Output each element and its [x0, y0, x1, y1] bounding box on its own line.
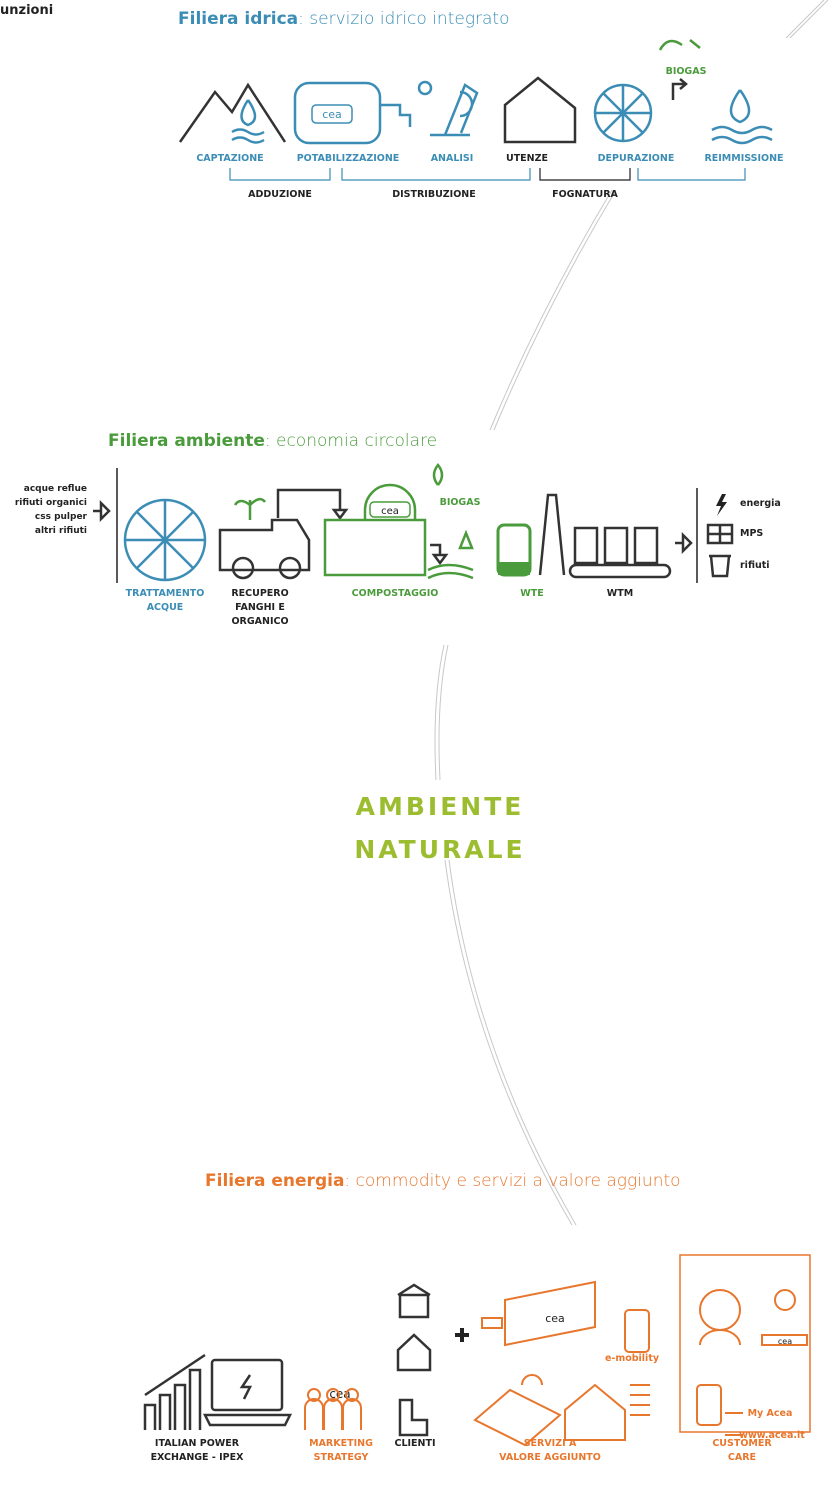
stage: POTABILIZZAZIONE — [297, 153, 400, 164]
input: css pulper — [35, 512, 88, 522]
stage: EXCHANGE - IPEX — [151, 1452, 245, 1463]
stage: ITALIAN POWER — [155, 1438, 240, 1449]
section-title: Filiera idrica: servizio idrico integrat… — [178, 9, 510, 29]
output: MPS — [740, 528, 763, 539]
center-title: NATURALE — [354, 835, 525, 864]
stage: UTENZE — [506, 153, 548, 164]
corner-label: unzioni — [0, 3, 53, 18]
output: rifiuti — [740, 560, 770, 571]
group: FOGNATURA — [552, 189, 618, 200]
link[interactable]: My Acea — [748, 1408, 793, 1419]
stage: MARKETING — [309, 1438, 373, 1449]
page: unzioni Filiera idrica: servizio idrico … — [0, 0, 828, 1503]
emobility: e-mobility — [605, 1353, 660, 1364]
biogas: BIOGAS — [666, 66, 707, 77]
stage: REIMMISSIONE — [704, 153, 783, 164]
title-rest: : commodity e servizi a valore aggiunto — [344, 1171, 680, 1191]
logo: cea — [778, 1337, 792, 1346]
stage: TRATTAMENTO — [126, 588, 205, 599]
stage: CAPTAZIONE — [196, 153, 263, 164]
biogas: BIOGAS — [440, 497, 481, 508]
stage: CARE — [728, 1452, 756, 1463]
stage: COMPOSTAGGIO — [352, 588, 439, 599]
title-strong: Filiera idrica — [178, 9, 298, 29]
title-strong: Filiera energia — [205, 1171, 344, 1191]
logo: cea — [545, 1312, 565, 1325]
group: ADDUZIONE — [248, 189, 312, 200]
input: altri rifiuti — [35, 526, 87, 536]
stage: ANALISI — [431, 153, 474, 164]
section-title: Filiera ambiente: economia circolare — [108, 431, 437, 451]
section-title: Filiera energia: commodity e servizi a v… — [205, 1171, 681, 1191]
stage: DEPURAZIONE — [598, 153, 675, 164]
decorative-curves — [435, 0, 828, 1225]
input: rifiuti organici — [15, 498, 87, 508]
stage: WTE — [520, 588, 543, 599]
stage: ORGANICO — [231, 616, 288, 627]
brackets — [230, 168, 745, 180]
logo: cea — [381, 506, 399, 517]
stage: SERVIZI A — [524, 1438, 577, 1449]
input: acque reflue — [24, 484, 87, 494]
title-rest: : economia circolare — [265, 431, 437, 451]
energy-icons: cea cea cea — [145, 1255, 810, 1445]
center-title: AMBIENTE — [356, 792, 525, 821]
stage: RECUPERO — [231, 588, 288, 599]
stage: CLIENTI — [394, 1438, 435, 1449]
stage: STRATEGY — [314, 1452, 369, 1463]
water-icons: cea — [180, 40, 772, 143]
stage: FANGHI E — [235, 602, 285, 613]
env-icons: cea — [93, 465, 732, 583]
title-rest: : servizio idrico integrato — [298, 9, 509, 29]
output: energia — [740, 498, 781, 509]
stage: ACQUE — [147, 602, 184, 613]
title-strong: Filiera ambiente — [108, 431, 265, 451]
logo: cea — [322, 108, 342, 121]
stage: VALORE AGGIUNTO — [499, 1452, 601, 1463]
stage: WTM — [607, 588, 633, 599]
stage: CUSTOMER — [712, 1438, 772, 1449]
group: DISTRIBUZIONE — [392, 189, 476, 200]
